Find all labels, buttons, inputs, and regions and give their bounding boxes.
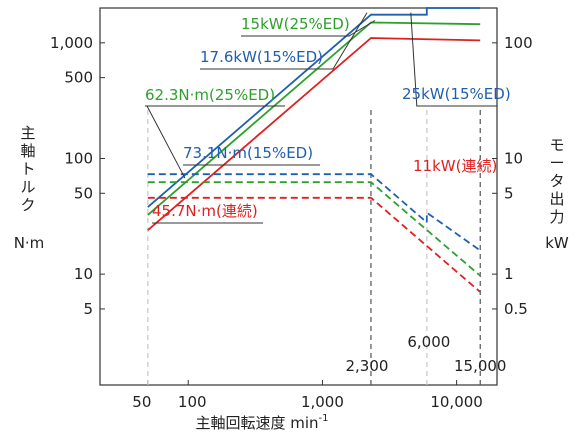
y-left-title-char-1: 軸 <box>20 142 35 160</box>
annotation-leader-3 <box>145 105 285 179</box>
annotation-4: 73.1N·m(15%ED) <box>183 144 313 162</box>
annotation-leader-1 <box>200 12 368 70</box>
series-torque-4 <box>147 181 481 277</box>
y-right-tick-label-4: 0.5 <box>504 300 528 318</box>
series-power-0 <box>147 7 481 208</box>
series-torque-3 <box>147 173 481 252</box>
annotation-2: 25kW(15%ED) <box>402 85 511 103</box>
x-tick-label-3: 10,000 <box>430 393 483 411</box>
y-right-title-char-0: モ <box>549 136 564 154</box>
y-left-tick-label-0: 1,000 <box>50 34 93 52</box>
y-right-title-char-4: 力 <box>549 208 564 226</box>
y-right-title-char-3: 出 <box>549 190 564 208</box>
x-tick-label-0: 50 <box>132 393 151 411</box>
y-right-tick-label-0: 100 <box>504 34 533 52</box>
y-right-unit: kW <box>545 234 569 252</box>
y-right-tick-label-2: 5 <box>504 184 514 202</box>
reference-label-1: 2,300 <box>345 357 388 375</box>
x-axis-title: 主軸回転速度 min-1 <box>195 413 328 432</box>
x-tick-label-2: 1,000 <box>301 393 344 411</box>
y-left-tick-label-3: 50 <box>74 184 93 202</box>
series-power-2 <box>147 37 481 231</box>
y-right-title-char-2: タ <box>549 172 564 190</box>
y-left-tick-label-1: 500 <box>64 69 93 87</box>
y-right-tick-label-3: 1 <box>504 265 514 283</box>
annotation-1: 17.6kW(15%ED) <box>200 48 323 66</box>
annotation-leader-0 <box>241 20 376 37</box>
y-left-tick-label-5: 5 <box>83 300 93 318</box>
reference-label-3: 15,000 <box>454 357 507 375</box>
y-left-title-char-0: 主 <box>20 124 35 142</box>
y-right-tick-label-1: 10 <box>504 149 523 167</box>
y-right-title-char-1: ー <box>549 154 564 172</box>
annotation-0: 15kW(25%ED) <box>241 15 350 33</box>
series-torque-5 <box>147 196 481 293</box>
y-left-title-char-2: ト <box>20 160 35 178</box>
annotation-6: 45.7N·m(連続) <box>152 202 258 220</box>
annotation-5: 11kW(連続) <box>413 157 497 175</box>
y-left-title-char-4: ク <box>20 196 35 214</box>
annotation-3: 62.3N·m(25%ED) <box>145 86 275 104</box>
reference-label-2: 6,000 <box>407 333 450 351</box>
plot-frame <box>99 7 498 386</box>
y-left-tick-label-2: 100 <box>64 149 93 167</box>
y-left-title-char-3: ル <box>20 178 35 196</box>
x-tick-label-1: 100 <box>178 393 207 411</box>
y-left-unit: N·m <box>14 234 45 252</box>
y-left-tick-label-4: 10 <box>74 265 93 283</box>
annotation-leader-2 <box>410 12 497 107</box>
